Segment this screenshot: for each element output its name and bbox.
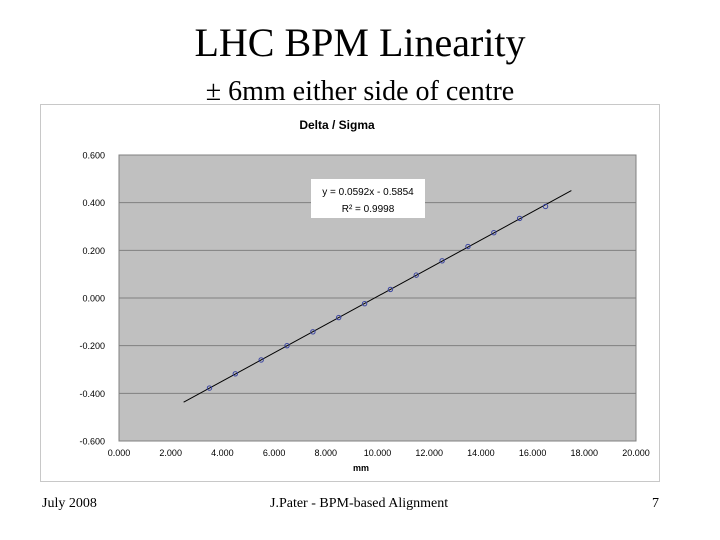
x-tick-label: 4.000 xyxy=(211,448,234,458)
footer-page-number: 7 xyxy=(652,496,659,511)
trendline-r-squared: R² = 0.9998 xyxy=(342,204,395,215)
data-point xyxy=(439,258,445,264)
data-point xyxy=(310,329,316,335)
chart-title: Delta / Sigma xyxy=(299,118,375,132)
footer-author: J.Pater - BPM-based Alignment xyxy=(270,496,449,511)
data-point xyxy=(361,301,368,307)
trendline xyxy=(183,190,572,403)
x-tick-label: 2.000 xyxy=(159,448,182,458)
slide-title: LHC BPM Linearity xyxy=(194,20,526,65)
trendline-equation: y = 0.0592x - 0.5854 xyxy=(322,187,414,198)
x-tick-label: 16.000 xyxy=(519,448,547,458)
delta-sigma-chart: Delta / Sigma 0.600 0.400 0.200 0.000 -0.200… xyxy=(79,118,650,473)
x-tick-label: 8.000 xyxy=(315,448,338,458)
data-point xyxy=(413,272,419,278)
y-tick-label: 0.200 xyxy=(82,246,105,256)
y-tick-label: -0.600 xyxy=(79,437,105,447)
x-tick-label: 14.000 xyxy=(467,448,495,458)
y-tick-label: 0.600 xyxy=(82,151,105,161)
data-point xyxy=(258,357,264,363)
data-point xyxy=(232,371,239,377)
x-tick-label: 0.000 xyxy=(108,448,131,458)
data-points xyxy=(206,203,549,391)
y-tick-label: -0.400 xyxy=(79,389,105,399)
trendline-layer xyxy=(183,190,572,403)
x-tick-label: 10.000 xyxy=(364,448,392,458)
trendline-equation-box: y = 0.0592x - 0.5854 R² = 0.9998 xyxy=(311,179,425,218)
gridlines xyxy=(119,202,636,394)
x-tick-label: 18.000 xyxy=(571,448,599,458)
x-tick-label: 6.000 xyxy=(263,448,286,458)
x-tick-label: 12.000 xyxy=(415,448,443,458)
data-point xyxy=(284,342,290,349)
data-point xyxy=(516,215,523,222)
data-point xyxy=(336,314,342,321)
x-axis-ticks: 0.000 2.000 4.000 6.000 8.000 10.000 12.000 14.… xyxy=(108,448,650,458)
chart-frame: Delta / Sigma 0.600 0.400 0.200 0.000 -0.200… xyxy=(40,104,660,482)
y-tick-label: 0.000 xyxy=(82,294,105,304)
y-tick-label: -0.200 xyxy=(79,341,105,351)
data-point xyxy=(465,243,471,250)
footer-date: July 2008 xyxy=(42,496,97,511)
data-point xyxy=(387,286,394,293)
data-point xyxy=(542,203,549,210)
x-tick-label: 20.000 xyxy=(622,448,650,458)
x-axis-label: mm xyxy=(353,463,369,473)
y-tick-label: 0.400 xyxy=(82,198,105,208)
data-point xyxy=(206,385,213,391)
data-point xyxy=(491,229,497,236)
slide-subtitle: ± 6mm either side of centre xyxy=(205,76,515,107)
y-axis-ticks: 0.600 0.400 0.200 0.000 -0.200 -0.400 -0.600 xyxy=(79,151,105,447)
